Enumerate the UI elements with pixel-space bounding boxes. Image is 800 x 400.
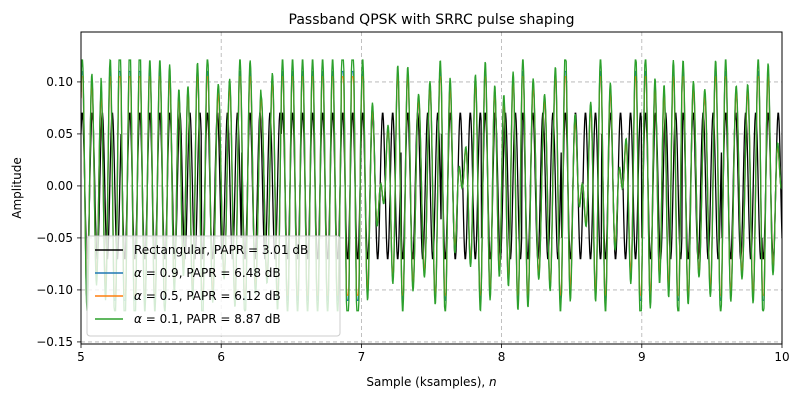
plot-frame <box>80 31 783 345</box>
legend-label-symbol: α <box>134 266 142 280</box>
y-axis-label: Amplitude <box>10 157 24 219</box>
series-line-3 <box>81 58 782 312</box>
y-tick-label: 0.00 <box>46 179 73 193</box>
x-tick-label: 7 <box>358 350 366 364</box>
legend-label-symbol: α <box>134 289 142 303</box>
x-tick-label: 6 <box>217 350 225 364</box>
series-lines <box>81 58 782 312</box>
y-tick-label: 0.05 <box>46 127 73 141</box>
x-tick-label: 8 <box>498 350 506 364</box>
chart-title: Passband QPSK with SRRC pulse shaping <box>289 12 575 28</box>
y-tick-label: −0.15 <box>36 335 73 349</box>
legend-box <box>86 235 341 337</box>
legend-label-3: α = 0.1, PAPR = 8.87 dB <box>134 312 281 326</box>
x-axis-label-variable: n <box>489 375 497 389</box>
legend-label-1: α = 0.9, PAPR = 6.48 dB <box>134 266 281 280</box>
legend: Rectangular, PAPR = 3.01 dB α = 0.9, PAPR… <box>86 235 341 337</box>
y-tick-label: 0.10 <box>46 75 73 89</box>
legend-label-symbol: α <box>134 312 142 326</box>
x-axis-label: Sample (ksamples), n <box>366 375 496 389</box>
legend-label-text: = 0.5, PAPR = 6.12 dB <box>142 289 281 303</box>
x-tick-label: 10 <box>774 350 789 364</box>
legend-label-text: = 0.1, PAPR = 8.87 dB <box>142 312 281 326</box>
legend-label-text: = 0.9, PAPR = 6.48 dB <box>142 266 281 280</box>
legend-label-text: Rectangular, PAPR = 3.01 dB <box>134 243 308 257</box>
legend-label-2: α = 0.5, PAPR = 6.12 dB <box>134 289 281 303</box>
axis-ticks: 5 6 7 8 9 10 −0.15 −0.10 −0.05 0.00 0.05 0.10 <box>36 75 789 364</box>
x-tick-label: 5 <box>77 350 85 364</box>
x-tick-label: 9 <box>638 350 646 364</box>
y-tick-label: −0.10 <box>36 283 73 297</box>
legend-label-0: Rectangular, PAPR = 3.01 dB <box>134 243 308 257</box>
x-axis-label-text: Sample (ksamples), <box>366 375 489 389</box>
y-tick-label: −0.05 <box>36 231 73 245</box>
